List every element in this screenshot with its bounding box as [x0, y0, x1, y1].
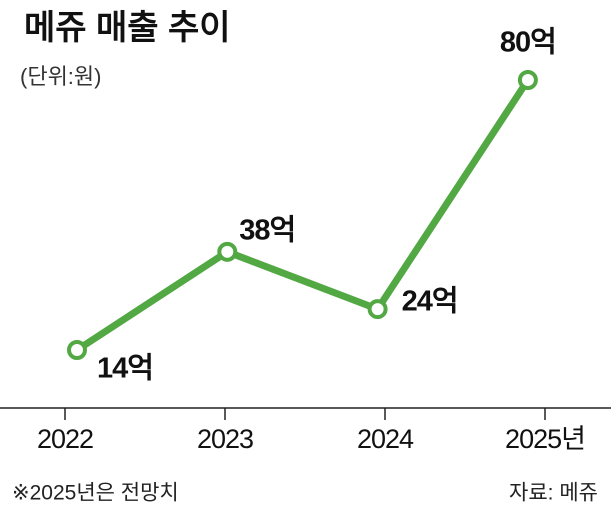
footnote: ※2025년은 전망치 — [12, 482, 179, 505]
data-label: 24억 — [402, 285, 458, 318]
data-label: 38억 — [239, 213, 295, 246]
data-label: 80억 — [500, 26, 556, 59]
point — [67, 340, 87, 360]
x-tick-label: 2022 — [37, 424, 93, 454]
source: 자료: 메쥬 — [509, 482, 598, 505]
x-tick-label: 2025년 — [505, 424, 585, 454]
x-tick-label: 2024 — [357, 424, 414, 454]
point — [217, 241, 238, 262]
chart-title: 메쥬 매출 추이 — [24, 9, 231, 47]
chart-subtitle: (단위:원) — [20, 64, 102, 89]
line — [75, 78, 531, 353]
point — [517, 70, 538, 90]
data-label: 14억 — [97, 352, 153, 385]
x-tick-label: 2023 — [197, 424, 253, 454]
point — [367, 299, 388, 320]
